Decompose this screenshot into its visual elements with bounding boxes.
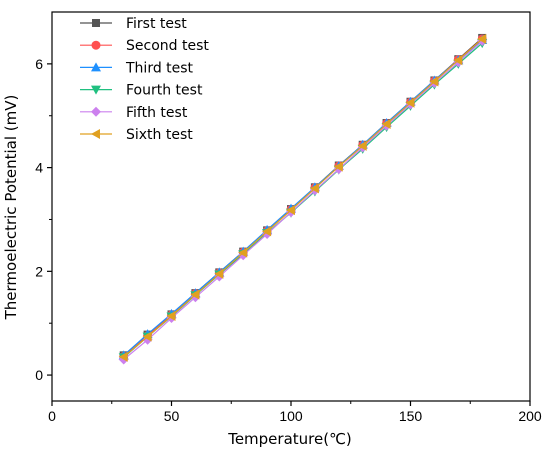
data-point [142,331,152,342]
legend-marker [91,40,101,50]
x-axis-title: Temperature(℃) [227,430,352,448]
data-point [429,76,439,87]
legend-label: Fifth test [126,105,188,121]
legend-entry: Third test [80,60,194,76]
series-line [123,39,483,356]
y-tick-label: 2 [35,263,43,279]
data-point [357,140,367,151]
series-layer [118,33,488,365]
legend-marker [92,19,100,27]
series-line [123,38,483,358]
data-point [262,226,272,237]
data-point [381,119,391,130]
data-point [238,247,248,258]
legend-entry: First test [80,16,187,32]
data-point [190,289,200,300]
legend-label: Sixth test [126,127,193,143]
legend-label: Second test [126,38,209,54]
y-tick-label: 6 [35,56,43,72]
series-line [123,40,483,360]
x-tick-label: 0 [48,408,56,424]
data-point [309,183,319,194]
legend-label: First test [126,16,187,32]
y-axis-title: Thermoelectric Potential (mV) [2,95,20,321]
x-tick-label: 200 [518,408,542,424]
legend-marker [91,129,100,139]
axes: 0 50 100 150 200 0 2 4 6 [35,56,542,424]
legend-label: Fourth test [126,83,203,99]
legend-label: Third test [125,60,194,76]
data-point [214,268,224,279]
legend-entry: Fourth test [80,83,203,99]
legend-entry: Sixth test [80,127,193,143]
series-6 [118,33,487,362]
data-point [405,97,415,108]
legend-entry: Second test [80,38,209,54]
y-tick-label: 4 [35,160,43,176]
data-point [118,351,128,362]
legend: First test Second test Third test Fourth te… [80,16,209,143]
data-point [477,33,487,44]
data-point [333,161,343,172]
x-tick-label: 100 [279,408,303,424]
legend-marker [91,85,101,95]
legend-marker [91,106,101,117]
x-tick-label: 150 [399,408,423,424]
data-point [286,205,295,216]
x-tick-label: 50 [164,408,180,424]
legend-entry: Fifth test [80,105,188,121]
y-tick-label: 0 [35,367,43,383]
legend-marker [91,62,101,72]
data-point [453,55,463,66]
data-point [166,310,176,321]
